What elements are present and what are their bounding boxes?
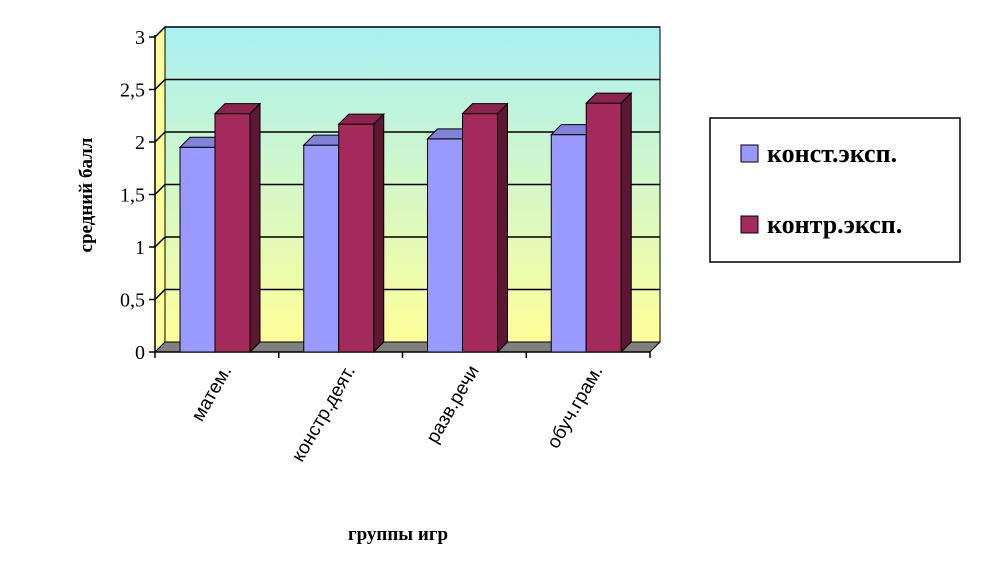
y-tick-label: 3 bbox=[135, 27, 145, 49]
bar-side bbox=[620, 91, 632, 354]
y-tick-label: 1 bbox=[135, 237, 145, 259]
y-tick-label: 2 bbox=[135, 132, 145, 154]
gridline-diag bbox=[154, 288, 166, 301]
gridline-diag bbox=[154, 236, 166, 248]
y-axis-title: средний балл bbox=[76, 137, 97, 252]
legend-swatch-konst bbox=[740, 144, 759, 163]
gridline-diag bbox=[154, 183, 166, 196]
legend-box bbox=[709, 117, 961, 263]
y-tick-label: 0 bbox=[135, 342, 145, 364]
bar-front bbox=[427, 138, 463, 353]
x-tick-label: констр.деят. bbox=[288, 362, 360, 466]
bar-front bbox=[179, 146, 216, 353]
y-tick-label: 0,5 bbox=[120, 290, 145, 312]
bar-side bbox=[249, 102, 261, 354]
bar-front bbox=[585, 102, 622, 353]
x-tick-label: матем. bbox=[188, 362, 236, 425]
legend-swatch-kontr bbox=[740, 215, 759, 234]
y-tick-label: 2,5 bbox=[120, 80, 145, 102]
y-tick-label: 1,5 bbox=[120, 185, 145, 207]
bar bbox=[337, 112, 385, 354]
legend-label-konst: конст.эксп. bbox=[767, 139, 897, 168]
x-axis-title: группы игр bbox=[348, 524, 448, 545]
bar-front bbox=[338, 123, 375, 353]
bar-front bbox=[462, 113, 498, 353]
bar-front bbox=[550, 134, 587, 353]
bar-side bbox=[373, 112, 385, 354]
legend: конст.эксп. контр.эксп. bbox=[709, 117, 961, 263]
gridline-diag bbox=[154, 131, 166, 143]
y-tick-labels: 0 0,5 1 1,5 2 2,5 3 bbox=[120, 27, 145, 364]
x-tick-label: разв.речи bbox=[423, 362, 484, 447]
gridline-diag bbox=[154, 78, 166, 91]
bar-front bbox=[303, 144, 340, 353]
bar bbox=[461, 102, 509, 354]
x-tick-labels: матем. констр.деят. разв.речи обуч.грам. bbox=[188, 362, 608, 466]
bar bbox=[585, 91, 633, 354]
x-tick-label: обуч.грам. bbox=[543, 362, 607, 452]
legend-label-kontr: контр.эксп. bbox=[767, 210, 902, 239]
bar-front bbox=[214, 113, 251, 353]
bar bbox=[213, 102, 262, 354]
gridline-diag bbox=[154, 26, 166, 38]
bar-side bbox=[497, 102, 508, 354]
bars bbox=[178, 91, 633, 354]
